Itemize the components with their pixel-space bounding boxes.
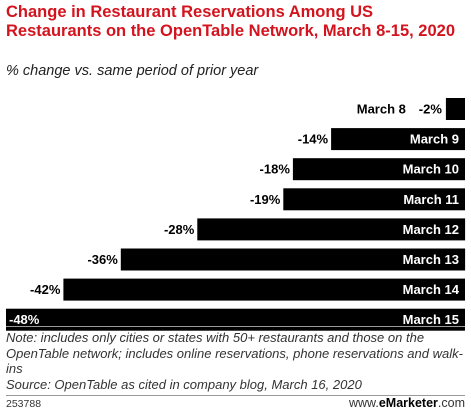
note-text: Note: includes only cities or states wit… <box>6 330 463 376</box>
data-label: -2% <box>419 102 443 117</box>
bar-3 <box>292 158 465 181</box>
category-label: March 12 <box>403 222 459 237</box>
chart-subtitle: % change vs. same period of prior year <box>6 63 259 79</box>
emarketer-logo: www.eMarketer.com <box>348 396 465 410</box>
data-label: -42% <box>30 282 61 297</box>
bar-2 <box>331 128 465 151</box>
note-divider <box>6 326 465 327</box>
category-label: March 8 <box>357 102 406 117</box>
category-label: March 11 <box>403 192 459 207</box>
bar-7 <box>63 278 466 301</box>
category-label: March 15 <box>403 312 459 327</box>
footer-divider <box>6 395 465 396</box>
data-label: -19% <box>250 192 281 207</box>
bar-1 <box>445 98 465 120</box>
category-label: March 14 <box>403 282 460 297</box>
chart-note: Note: includes only cities or states wit… <box>6 330 468 392</box>
category-label: March 10 <box>403 162 459 177</box>
data-label: -48% <box>9 312 40 327</box>
data-label: -18% <box>260 162 291 177</box>
bar-8 <box>6 308 465 331</box>
category-label: March 13 <box>403 252 459 267</box>
bar-4 <box>283 188 465 211</box>
category-label: March 9 <box>410 132 459 147</box>
chart-title: Change in Restaurant Reservations Among … <box>6 3 455 40</box>
data-label: -14% <box>298 132 329 147</box>
chart-id: 253788 <box>6 398 42 410</box>
bar-6 <box>120 248 466 271</box>
source-text: Source: OpenTable as cited in company bl… <box>6 376 362 392</box>
bar-5 <box>197 218 466 241</box>
data-label: -28% <box>164 222 195 237</box>
data-label: -36% <box>87 252 118 267</box>
